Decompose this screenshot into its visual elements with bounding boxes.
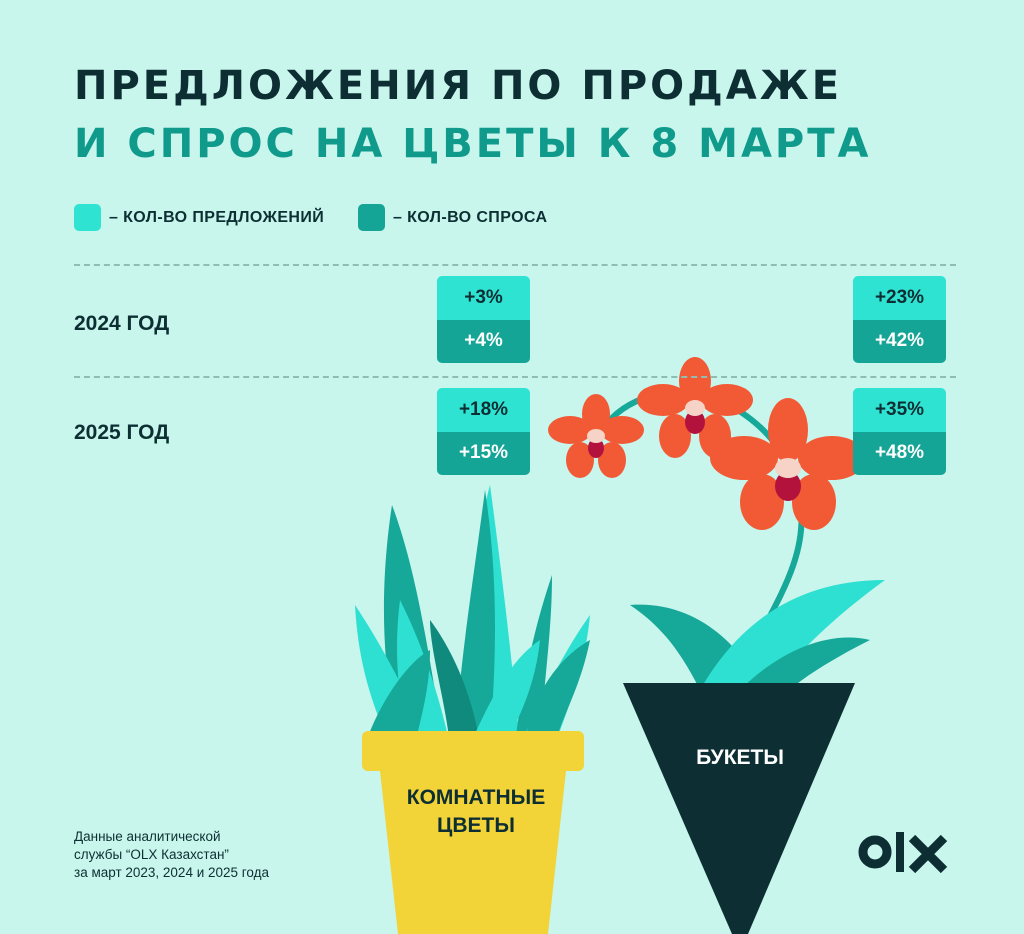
year-label-2025: 2025 ГОД	[74, 421, 170, 444]
legend-offers: – КОЛ-ВО ПРЕДЛОЖЕНИЙ	[74, 204, 324, 231]
legend-swatch-offers	[74, 204, 101, 231]
demand-value-indoor-2024: +4%	[437, 319, 530, 363]
demand-value-indoor-2025: +15%	[437, 431, 530, 475]
orchid-flower-small	[548, 394, 644, 478]
legend-label-offers: – КОЛ-ВО ПРЕДЛОЖЕНИЙ	[109, 208, 325, 226]
offers-value-bouquets-2024: +23%	[853, 276, 946, 320]
offers-value-indoor-2024: +3%	[437, 276, 530, 320]
demand-value-bouquets-2025: +48%	[853, 431, 946, 475]
legend-demand: – КОЛ-ВО СПРОСА	[358, 204, 547, 231]
category-indoor-line-1: КОМНАТНЫЕ	[406, 786, 546, 809]
stat-box-bouquets-2025: +35% +48%	[853, 388, 946, 475]
source-note: Данные аналитической службы “OLX Казахст…	[74, 828, 334, 883]
title-line-1: ПРЕДЛОЖЕНИЯ ПО ПРОДАЖЕ	[74, 63, 843, 109]
demand-value-bouquets-2024: +42%	[853, 319, 946, 363]
orchid-stem	[609, 388, 805, 668]
offers-value-bouquets-2025: +35%	[853, 388, 946, 432]
bouquet-wrapper	[623, 683, 855, 934]
divider-top	[74, 264, 956, 266]
stat-box-indoor-2025: +18% +15%	[437, 388, 530, 475]
bouquet-leaves	[630, 580, 885, 690]
category-label-indoor: КОМНАТНЫЕ ЦВЕТЫ	[383, 784, 569, 841]
olx-logo-icon	[858, 832, 948, 874]
year-label-2024: 2024 ГОД	[74, 312, 170, 335]
category-indoor-line-2: ЦВЕТЫ	[437, 814, 515, 838]
stat-box-indoor-2024: +3% +4%	[437, 276, 530, 363]
orchid-flower-middle	[637, 357, 753, 458]
title-line-2: И СПРОС НА ЦВЕТЫ К 8 МАРТА	[74, 121, 872, 167]
succulent-plant	[355, 485, 590, 745]
source-note-line-2: службы “OLX Казахстан”	[74, 847, 229, 863]
legend-swatch-demand	[358, 204, 385, 231]
divider-middle	[74, 376, 956, 378]
offers-value-indoor-2025: +18%	[437, 388, 530, 432]
source-note-line-3: за март 2023, 2024 и 2025 года	[74, 865, 269, 881]
orchid-flower-large	[710, 398, 866, 530]
legend-label-demand: – КОЛ-ВО СПРОСА	[393, 208, 548, 226]
stat-box-bouquets-2024: +23% +42%	[853, 276, 946, 363]
source-note-line-1: Данные аналитической	[74, 829, 221, 844]
category-label-bouquets: БУКЕТЫ	[696, 746, 784, 769]
